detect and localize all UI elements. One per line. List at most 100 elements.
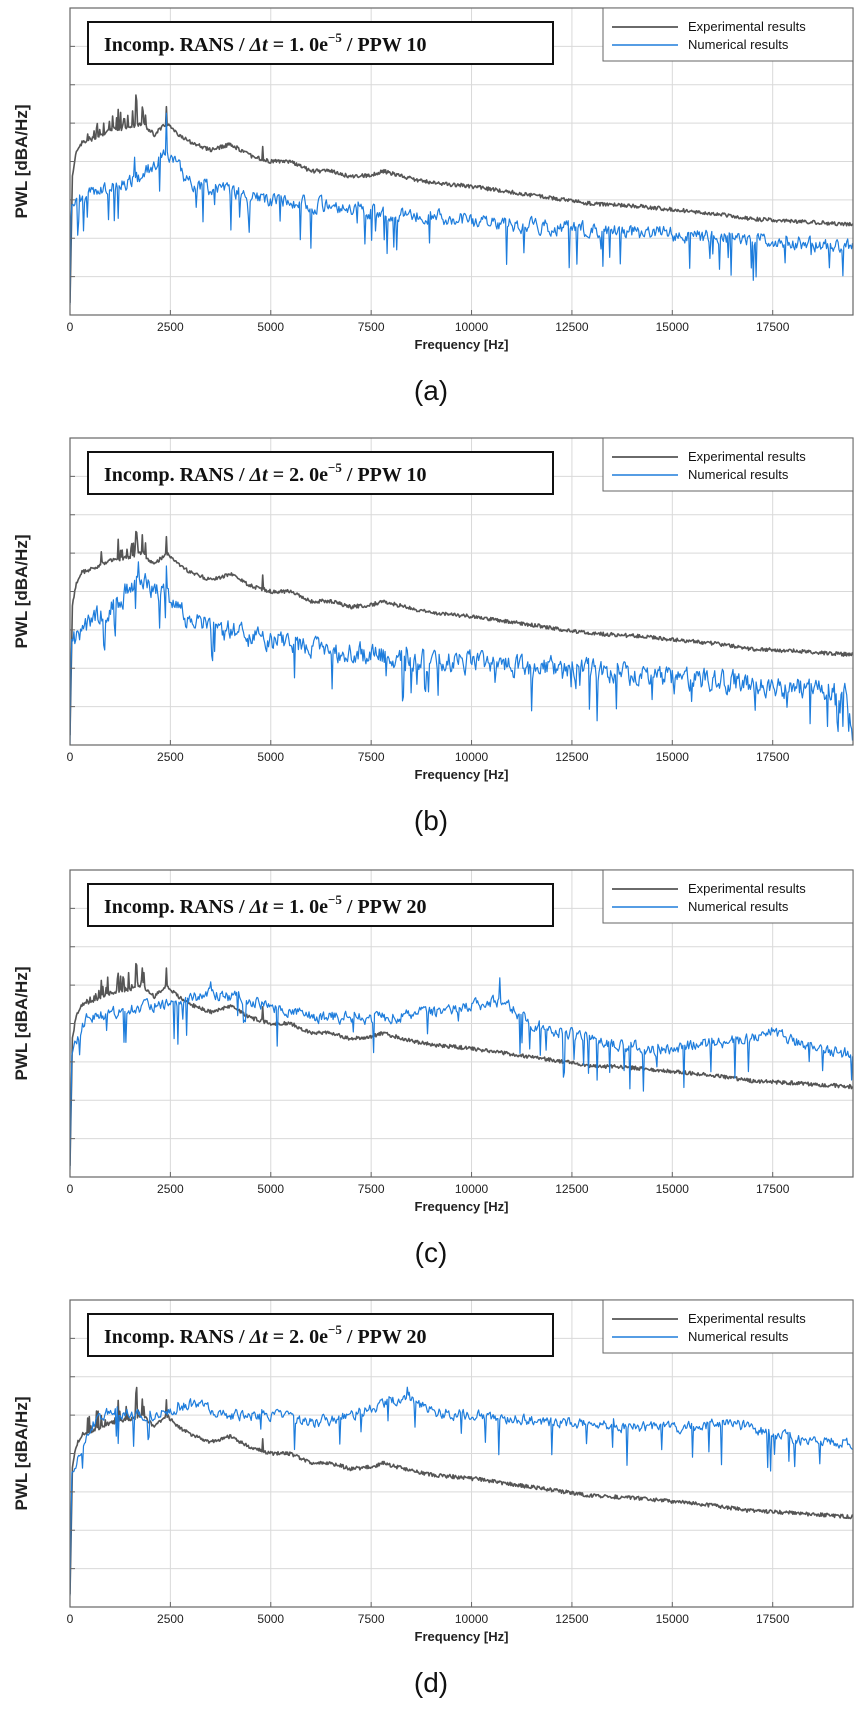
title-dt-exponent: −5 [328, 892, 342, 907]
x-tick-label: 2500 [157, 1612, 184, 1626]
chart-title-box: Incomp. RANS / Δt = 1. 0e−5 / PPW 10 [87, 21, 554, 65]
x-tick-label: 2500 [157, 320, 184, 334]
chart-title-box: Incomp. RANS / Δt = 1. 0e−5 / PPW 20 [87, 883, 554, 927]
chart-panel-2: 0 2500 5000 7500 10000 12500 15000 17500 Frequen… [12, 437, 854, 836]
x-tick-label: 15000 [656, 320, 690, 334]
x-tick-label: 5000 [257, 750, 284, 764]
chart-title-box: Incomp. RANS / Δt = 2. 0e−5 / PPW 20 [87, 1313, 554, 1357]
legend: Experimental results Numerical results [602, 1299, 854, 1354]
x-tick-label: 10000 [455, 1612, 489, 1626]
chart-title-box: Incomp. RANS / Δt = 2. 0e−5 / PPW 10 [87, 451, 554, 495]
legend-experimental-label: Experimental results [688, 19, 806, 34]
x-tick-label: 7500 [358, 320, 385, 334]
x-tick-label: 15000 [656, 1612, 690, 1626]
x-tick-label: 12500 [555, 750, 589, 764]
x-tick-label: 5000 [257, 1182, 284, 1196]
numerical-series-line [70, 1386, 853, 1597]
x-tick-label: 0 [67, 320, 74, 334]
panel-caption: (a) [414, 375, 448, 406]
legend-numerical-label: Numerical results [688, 467, 789, 482]
title-dt-value: = 1. 0e [268, 34, 328, 56]
title-dt-symbol: Δt [249, 464, 270, 486]
x-tick-label: 7500 [358, 1182, 385, 1196]
x-axis-label: Frequency [Hz] [415, 337, 509, 352]
title-frame [87, 883, 554, 927]
chart-panel-3: 0 2500 5000 7500 10000 12500 15000 17500 Frequen… [12, 869, 854, 1268]
x-tick-label: 17500 [756, 1612, 790, 1626]
chart-title: Incomp. RANS / Δt = 2. 0e−5 / PPW 20 [104, 1322, 427, 1348]
title-suffix: / PPW 20 [342, 896, 427, 918]
title-dt-symbol: Δt [249, 1326, 270, 1348]
x-tick-label: 0 [67, 1612, 74, 1626]
x-tick-label: 2500 [157, 750, 184, 764]
title-suffix: / PPW 10 [342, 464, 427, 486]
title-dt-symbol: Δt [249, 34, 270, 56]
x-tick-label: 12500 [555, 1182, 589, 1196]
y-axis-label: PWL [dBA/Hz] [12, 1397, 31, 1511]
title-prefix: Incomp. RANS / [104, 34, 250, 56]
x-axis-label: Frequency [Hz] [415, 767, 509, 782]
chart-title: Incomp. RANS / Δt = 1. 0e−5 / PPW 20 [104, 892, 427, 918]
experimental-series-line [70, 94, 853, 303]
y-axis-label: PWL [dBA/Hz] [12, 535, 31, 649]
x-tick-label: 2500 [157, 1182, 184, 1196]
x-tick-label: 7500 [358, 1612, 385, 1626]
title-dt-symbol: Δt [249, 896, 270, 918]
x-tick-label: 5000 [257, 1612, 284, 1626]
title-dt-exponent: −5 [328, 30, 342, 45]
title-prefix: Incomp. RANS / [104, 464, 250, 486]
title-prefix: Incomp. RANS / [104, 1326, 250, 1348]
x-tick-label: 17500 [756, 750, 790, 764]
x-tick-label: 17500 [756, 320, 790, 334]
legend-experimental-label: Experimental results [688, 449, 806, 464]
chart-title: Incomp. RANS / Δt = 1. 0e−5 / PPW 10 [104, 30, 427, 56]
y-axis-label: PWL [dBA/Hz] [12, 105, 31, 219]
x-tick-label: 15000 [656, 1182, 690, 1196]
legend-numerical-label: Numerical results [688, 37, 789, 52]
x-tick-label: 7500 [358, 750, 385, 764]
legend: Experimental results Numerical results [602, 869, 854, 924]
legend-experimental-label: Experimental results [688, 1311, 806, 1326]
experimental-series-line [70, 530, 853, 736]
chart-panel-1: 0 2500 5000 7500 10000 12500 15000 17500 Frequen… [12, 7, 854, 406]
title-dt-value: = 2. 0e [268, 464, 328, 486]
title-dt-exponent: −5 [328, 1322, 342, 1337]
numerical-series-line [70, 977, 853, 1170]
x-tick-label: 12500 [555, 1612, 589, 1626]
title-frame [87, 1313, 554, 1357]
title-frame [87, 21, 554, 65]
legend-frame [602, 869, 854, 924]
x-axis-label: Frequency [Hz] [415, 1199, 509, 1214]
y-axis-label: PWL [dBA/Hz] [12, 967, 31, 1081]
legend-frame [602, 1299, 854, 1354]
x-tick-label: 0 [67, 750, 74, 764]
x-tick-label: 12500 [555, 320, 589, 334]
title-prefix: Incomp. RANS / [104, 896, 250, 918]
panel-caption: (b) [414, 805, 448, 836]
legend-numerical-label: Numerical results [688, 1329, 789, 1344]
x-axis-label: Frequency [Hz] [415, 1629, 509, 1644]
title-dt-exponent: −5 [328, 460, 342, 475]
chart-panel-4: 0 2500 5000 7500 10000 12500 15000 17500 Frequen… [12, 1299, 854, 1698]
legend-numerical-label: Numerical results [688, 899, 789, 914]
experimental-series-line [70, 1386, 853, 1595]
title-dt-value: = 1. 0e [268, 896, 328, 918]
title-dt-value: = 2. 0e [268, 1326, 328, 1348]
legend-frame [602, 437, 854, 492]
chart-title: Incomp. RANS / Δt = 2. 0e−5 / PPW 10 [104, 460, 427, 486]
x-tick-label: 15000 [656, 750, 690, 764]
panel-caption: (d) [414, 1667, 448, 1698]
numerical-series-line [70, 561, 853, 745]
title-suffix: / PPW 10 [342, 34, 427, 56]
title-frame [87, 451, 554, 495]
x-tick-label: 17500 [756, 1182, 790, 1196]
x-tick-label: 5000 [257, 320, 284, 334]
legend: Experimental results Numerical results [602, 7, 854, 62]
numerical-series-line [70, 112, 853, 305]
x-tick-label: 10000 [455, 750, 489, 764]
legend: Experimental results Numerical results [602, 437, 854, 492]
x-tick-label: 10000 [455, 320, 489, 334]
experimental-series-line [70, 962, 853, 1166]
panel-caption: (c) [415, 1237, 448, 1268]
